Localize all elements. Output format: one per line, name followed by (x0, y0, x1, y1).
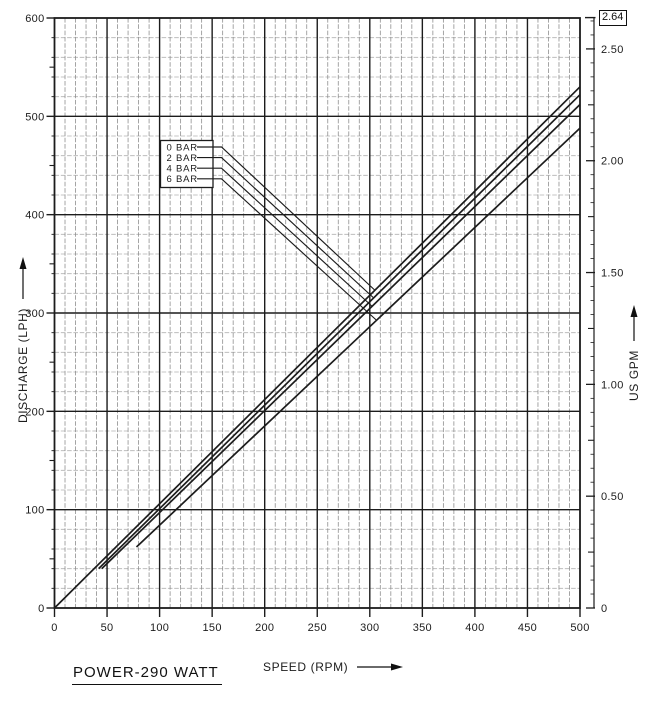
legend-leader (197, 178, 377, 321)
x-tick-label: 150 (203, 622, 222, 634)
legend-leader (197, 146, 376, 291)
power-rating-label: POWER-290 WATT (72, 664, 222, 685)
x-tick-label: 300 (360, 622, 379, 634)
y-tick-label: 100 (25, 505, 44, 517)
y-tick-label: 400 (25, 210, 44, 222)
legend-label: 0 BAR (167, 142, 198, 153)
gpm-tick-label: 1.50 (601, 268, 624, 280)
legend-label: 4 BAR (167, 164, 198, 175)
gpm-tick-label: 2.00 (601, 156, 624, 168)
y-tick-label: 600 (25, 13, 44, 25)
legend-label: 6 BAR (167, 174, 198, 185)
x-axis-title: SPEED (RPM) (263, 660, 404, 674)
legend-label: 2 BAR (167, 153, 198, 164)
right-arrow-icon (357, 663, 404, 671)
y-tick-label: 500 (25, 111, 44, 123)
x-tick-label: 400 (465, 622, 484, 634)
x-tick-label: 50 (101, 622, 114, 634)
up-arrow-icon (19, 257, 27, 299)
y-tick-label: 0 (38, 603, 44, 615)
x-tick-label: 0 (51, 622, 57, 634)
series-line-4-bar (101, 103, 581, 570)
gpm-tick-label: 2.50 (601, 44, 624, 56)
y-axis-title-right-text: US GPM (627, 350, 641, 401)
series-line-2-bar (98, 94, 581, 570)
up-arrow-icon (630, 305, 638, 342)
gpm-tick-label: 1.00 (601, 379, 624, 391)
y-axis-title-left-text: DISCHARGE (LPH) (16, 308, 30, 424)
x-tick-label: 200 (255, 622, 274, 634)
series-line-0-bar (53, 86, 581, 609)
y-tick-label: 200 (25, 406, 44, 418)
gpm-tick-label: 0.50 (601, 491, 624, 503)
x-axis-title-text: SPEED (RPM) (263, 660, 349, 674)
gpm-max-value: 2.64 (599, 10, 628, 26)
legend-leader (197, 167, 373, 307)
x-tick-label: 450 (518, 622, 537, 634)
series-line-6-bar (135, 127, 581, 548)
y-axis-title-left: DISCHARGE (LPH) (15, 200, 31, 480)
gpm-tick-label: 0 (601, 603, 607, 615)
y-tick-label: 300 (25, 308, 44, 320)
x-tick-label: 500 (570, 622, 589, 634)
legend-leader (197, 157, 375, 299)
x-tick-label: 350 (413, 622, 432, 634)
legend-box (159, 139, 214, 189)
x-tick-label: 250 (308, 622, 327, 634)
x-tick-label: 100 (150, 622, 169, 634)
y-axis-title-right: US GPM (626, 283, 642, 423)
